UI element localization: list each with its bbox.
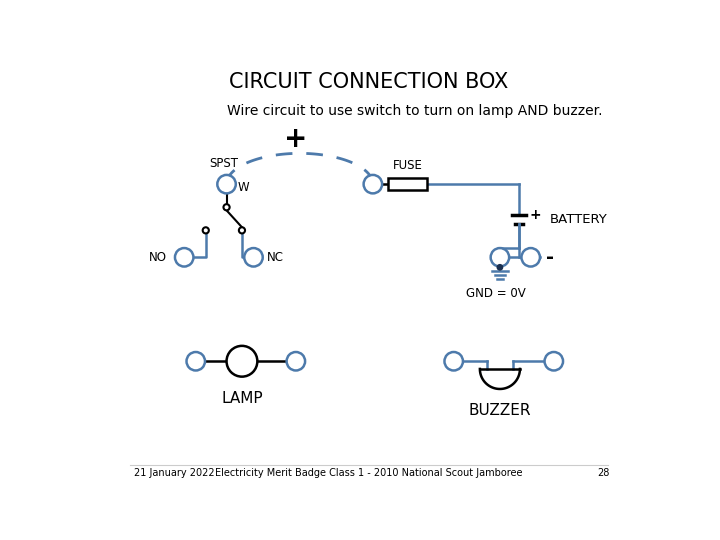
Text: BUZZER: BUZZER xyxy=(469,403,531,418)
Text: CIRCUIT CONNECTION BOX: CIRCUIT CONNECTION BOX xyxy=(230,72,508,92)
Circle shape xyxy=(175,248,194,267)
Circle shape xyxy=(244,248,263,267)
Circle shape xyxy=(203,227,209,233)
Circle shape xyxy=(227,346,257,377)
Text: Electricity Merit Badge Class 1 - 2010 National Scout Jamboree: Electricity Merit Badge Class 1 - 2010 N… xyxy=(215,468,523,478)
Circle shape xyxy=(521,248,540,267)
Text: -: - xyxy=(546,248,554,267)
Circle shape xyxy=(223,204,230,210)
Circle shape xyxy=(239,227,245,233)
Text: SPST: SPST xyxy=(210,157,239,170)
Text: BATTERY: BATTERY xyxy=(550,213,608,226)
Text: Wire circuit to use switch to turn on lamp AND buzzer.: Wire circuit to use switch to turn on la… xyxy=(227,104,602,118)
Text: 28: 28 xyxy=(598,468,610,478)
Text: W: W xyxy=(238,181,250,194)
Circle shape xyxy=(544,352,563,370)
Circle shape xyxy=(186,352,205,370)
Text: GND = 0V: GND = 0V xyxy=(466,287,526,300)
Text: +: + xyxy=(529,208,541,222)
Circle shape xyxy=(217,175,235,193)
Circle shape xyxy=(498,265,503,270)
Circle shape xyxy=(287,352,305,370)
Text: FUSE: FUSE xyxy=(392,159,423,172)
Circle shape xyxy=(444,352,463,370)
Circle shape xyxy=(364,175,382,193)
Text: 21 January 2022: 21 January 2022 xyxy=(134,468,215,478)
Circle shape xyxy=(490,248,509,267)
Text: LAMP: LAMP xyxy=(221,391,263,406)
Text: NC: NC xyxy=(267,251,284,264)
Text: +: + xyxy=(284,125,307,153)
Bar xyxy=(388,178,427,190)
Text: NO: NO xyxy=(149,251,167,264)
